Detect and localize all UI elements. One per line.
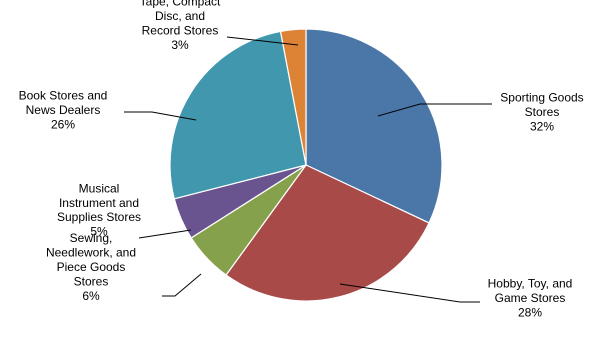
slice-percent-label: 28% [518,305,542,319]
leader-line-hobby-toy-and-game-stores [339,283,480,303]
slice-label-musical-instrument-and-supplies-stores: Musical Instrument and Supplies Stores 5% [57,181,141,238]
slice-label-line: Needlework, and [46,246,136,260]
slice-label-line: Instrument and [59,196,139,210]
slice-label-line: Piece Goods [57,260,126,274]
pie-slice-prerecorded-tape-compact-disc-and-record-stores [279,28,307,166]
slice-label-line: Book Stores and [19,89,108,103]
leader-line-musical-instrument-and-supplies-stores [138,229,192,239]
slice-percent-label: 6% [82,289,100,303]
pie-slice-sporting-goods-stores [305,28,443,224]
pie-slice-book-stores-and-news-dealers [169,30,307,200]
slice-percent-label: 32% [530,119,554,133]
slice-label-line: Stores [74,274,109,288]
leader-line-sporting-goods-stores [377,103,492,117]
slice-label-line: Sewing, [70,231,113,245]
slice-percent-label: 3% [171,38,189,52]
slice-percent-label: 26% [51,117,75,131]
slice-label-sporting-goods-stores: Sporting Goods Stores 32% [500,91,583,134]
slice-label-line: Game Stores [495,291,566,305]
slice-label-line: Record Stores [142,23,219,37]
leader-line-prerecorded-tape-compact-disc-and-record-stores [226,36,299,46]
pie-slice-hobby-toy-and-game-stores [225,164,430,302]
slice-percent-label: 5% [90,225,108,239]
slice-label-book-stores-and-news-dealers: Book Stores and News Dealers 26% [19,89,108,132]
leader-lines [124,36,492,303]
pie-slices [169,28,443,302]
slice-label-line: Musical [79,181,120,195]
slice-label-line: Tape, Compact [140,0,221,9]
slice-label-line: Hobby, Toy, and [488,277,573,291]
slice-label-line: Supplies Stores [57,210,141,224]
slice-label-line: News Dealers [26,103,101,117]
slice-label-hobby-toy-and-game-stores: Hobby, Toy, and Game Stores 28% [488,277,573,320]
leader-line-sewing-needlework-and-piece-goods-stores [162,273,202,297]
slice-label-line: Stores [525,105,560,119]
slice-labels: Sporting Goods Stores 32%Hobby, Toy, and Ga… [19,0,584,319]
slice-label-sewing-needlework-and-piece-goods-stores: Sewing, Needlework, and Piece Goods Stores 6… [46,231,136,303]
slice-label-line: Disc, and [155,9,205,23]
leader-line-book-stores-and-news-dealers [124,111,197,121]
slice-label-line: Sporting Goods [500,91,583,105]
